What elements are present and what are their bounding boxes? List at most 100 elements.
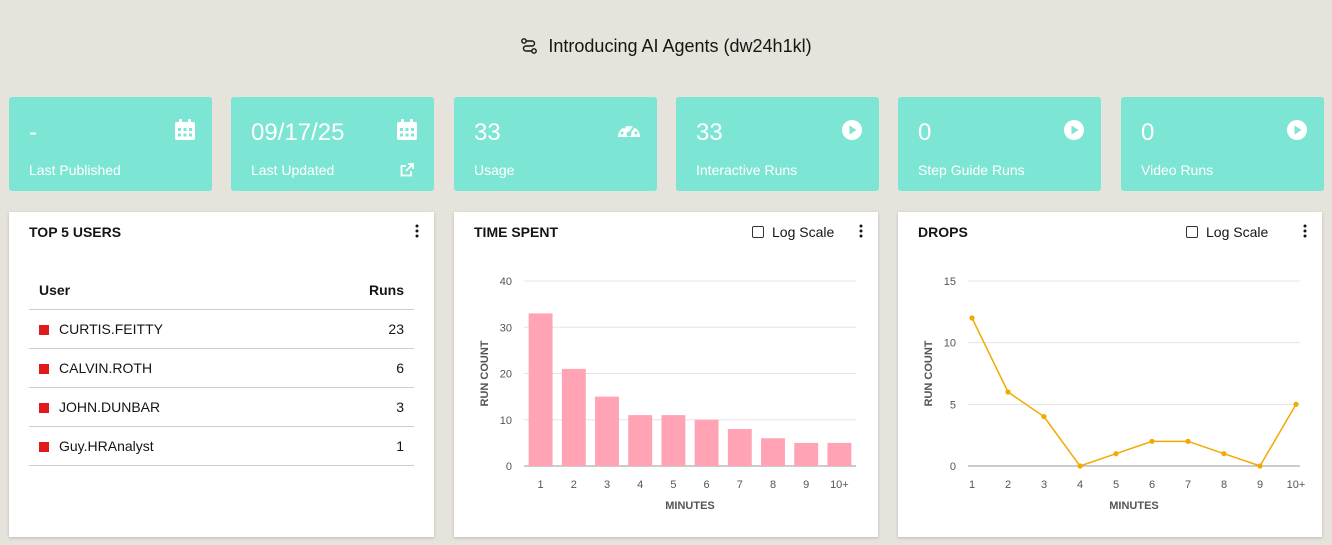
- bar[interactable]: [794, 442, 819, 466]
- calendar-icon: [175, 119, 195, 140]
- user-name: JOHN.DUNBAR: [59, 398, 161, 415]
- y-tick-label: 0: [950, 461, 956, 473]
- table-row[interactable]: JOHN.DUNBAR 3: [29, 387, 414, 427]
- x-tick-label: 5: [1113, 479, 1119, 491]
- kpi-label: Step Guide Runs: [918, 162, 1025, 178]
- x-tick-label: 2: [571, 479, 577, 491]
- bar[interactable]: [528, 313, 553, 466]
- route-icon: [521, 38, 538, 54]
- kebab-menu-icon[interactable]: [1302, 223, 1308, 239]
- kpi-label: Video Runs: [1141, 162, 1214, 178]
- runs-cell: 3: [301, 387, 414, 427]
- log-scale-toggle[interactable]: Log Scale: [1186, 224, 1268, 240]
- log-scale-label: Log Scale: [772, 224, 835, 240]
- kpi-last-updated: 09/17/25 Last Updated: [231, 97, 434, 191]
- y-axis-label: RUN COUNT: [479, 340, 491, 406]
- log-scale-checkbox[interactable]: [1186, 226, 1198, 238]
- data-point[interactable]: [1293, 401, 1299, 407]
- x-tick-label: 9: [803, 479, 809, 491]
- user-cell: JOHN.DUNBAR: [29, 387, 302, 427]
- user-cell: Guy.HRAnalyst: [29, 426, 302, 466]
- table-row[interactable]: CALVIN.ROTH 6: [29, 348, 414, 388]
- gauge-icon: [618, 123, 640, 137]
- user-cell: CALVIN.ROTH: [29, 348, 302, 388]
- column-header-user[interactable]: User: [29, 271, 302, 310]
- log-scale-label: Log Scale: [1206, 224, 1269, 240]
- calendar-icon: [397, 119, 417, 140]
- page-title: Introducing AI Agents (dw24h1kl): [548, 35, 812, 56]
- x-tick-label: 4: [1077, 479, 1083, 491]
- series-line: [971, 317, 1297, 467]
- bar[interactable]: [561, 368, 586, 466]
- table-row[interactable]: Guy.HRAnalyst 1: [29, 426, 414, 466]
- data-point[interactable]: [1257, 463, 1263, 469]
- play-circle-icon: [1287, 120, 1307, 140]
- x-tick-label: 9: [1257, 479, 1263, 491]
- x-tick-label: 7: [1185, 479, 1191, 491]
- top-users-card: TOP 5 USERS User Runs CURTIS.FEITTY 23 C…: [9, 212, 434, 537]
- x-tick-label: 6: [704, 479, 710, 491]
- y-tick-label: 40: [500, 276, 512, 288]
- data-point[interactable]: [1113, 451, 1119, 457]
- bar[interactable]: [661, 415, 686, 466]
- play-circle-icon: [1064, 120, 1084, 140]
- external-link-icon[interactable]: [400, 163, 414, 177]
- x-tick-label: 1: [538, 479, 544, 491]
- data-point[interactable]: [1005, 389, 1011, 395]
- kpi-value: 0: [918, 119, 932, 146]
- log-scale-toggle[interactable]: Log Scale: [752, 224, 834, 240]
- y-tick-label: 5: [950, 399, 956, 411]
- x-axis-label: MINUTES: [1109, 500, 1159, 512]
- page-header: Introducing AI Agents (dw24h1kl): [0, 34, 1332, 58]
- user-name: CALVIN.ROTH: [59, 359, 153, 376]
- y-tick-label: 10: [500, 415, 512, 427]
- y-tick-label: 10: [944, 338, 956, 350]
- y-tick-label: 0: [506, 461, 512, 473]
- play-circle-icon: [842, 120, 862, 140]
- x-tick-label: 10+: [1287, 479, 1306, 491]
- kpi-video-runs: 0 Video Runs: [1121, 97, 1324, 191]
- bar[interactable]: [595, 396, 619, 466]
- kpi-value: 33: [474, 119, 501, 146]
- runs-cell: 1: [301, 426, 414, 466]
- data-point[interactable]: [1041, 414, 1047, 420]
- legend-swatch: [39, 324, 49, 335]
- kpi-value: -: [29, 119, 37, 146]
- bar[interactable]: [694, 419, 719, 466]
- data-point[interactable]: [1185, 438, 1191, 444]
- data-point[interactable]: [1149, 438, 1155, 444]
- table-row[interactable]: CURTIS.FEITTY 23: [29, 309, 414, 349]
- kpi-value: 33: [696, 119, 723, 146]
- legend-swatch: [39, 441, 49, 452]
- time-spent-card: TIME SPENT Log Scale 0 10 20 30 40 1 2 3 4 5 6 7 8 9 1…: [454, 212, 878, 537]
- kebab-menu-icon[interactable]: [858, 223, 864, 239]
- x-axis-label: MINUTES: [665, 500, 715, 512]
- data-point[interactable]: [969, 315, 975, 321]
- x-tick-label: 3: [1041, 479, 1047, 491]
- runs-cell: 6: [301, 348, 414, 388]
- x-tick-label: 8: [770, 479, 776, 491]
- kpi-label: Last Updated: [251, 162, 335, 178]
- card-title: TIME SPENT: [474, 224, 559, 240]
- bar[interactable]: [827, 442, 852, 466]
- kebab-menu-icon[interactable]: [414, 223, 420, 239]
- column-header-runs[interactable]: Runs: [301, 271, 414, 310]
- drops-chart: 0 5 10 15 1 2 3 4 5 6 7 8 9 10+ MINUTES RUN COUNT: [923, 276, 1306, 512]
- user-name: Guy.HRAnalyst: [59, 437, 154, 454]
- bar[interactable]: [628, 415, 653, 466]
- kpi-label: Last Published: [29, 162, 121, 178]
- drops-card: DROPS Log Scale 0 5 10 15 1 2 3 4 5 6 7 8 9 10+ MINUTE…: [898, 212, 1322, 537]
- bar[interactable]: [761, 438, 785, 466]
- data-point[interactable]: [1077, 463, 1083, 469]
- x-tick-label: 2: [1005, 479, 1011, 491]
- legend-swatch: [39, 402, 49, 413]
- data-point[interactable]: [1221, 451, 1227, 457]
- card-title: TOP 5 USERS: [29, 224, 122, 240]
- x-tick-label: 4: [637, 479, 643, 491]
- bar[interactable]: [727, 429, 752, 466]
- log-scale-checkbox[interactable]: [752, 226, 764, 238]
- kpi-interactive-runs: 33 Interactive Runs: [676, 97, 879, 191]
- kpi-value: 0: [1141, 119, 1155, 146]
- kpi-step-guide-runs: 0 Step Guide Runs: [898, 97, 1101, 191]
- user-name: CURTIS.FEITTY: [59, 320, 163, 337]
